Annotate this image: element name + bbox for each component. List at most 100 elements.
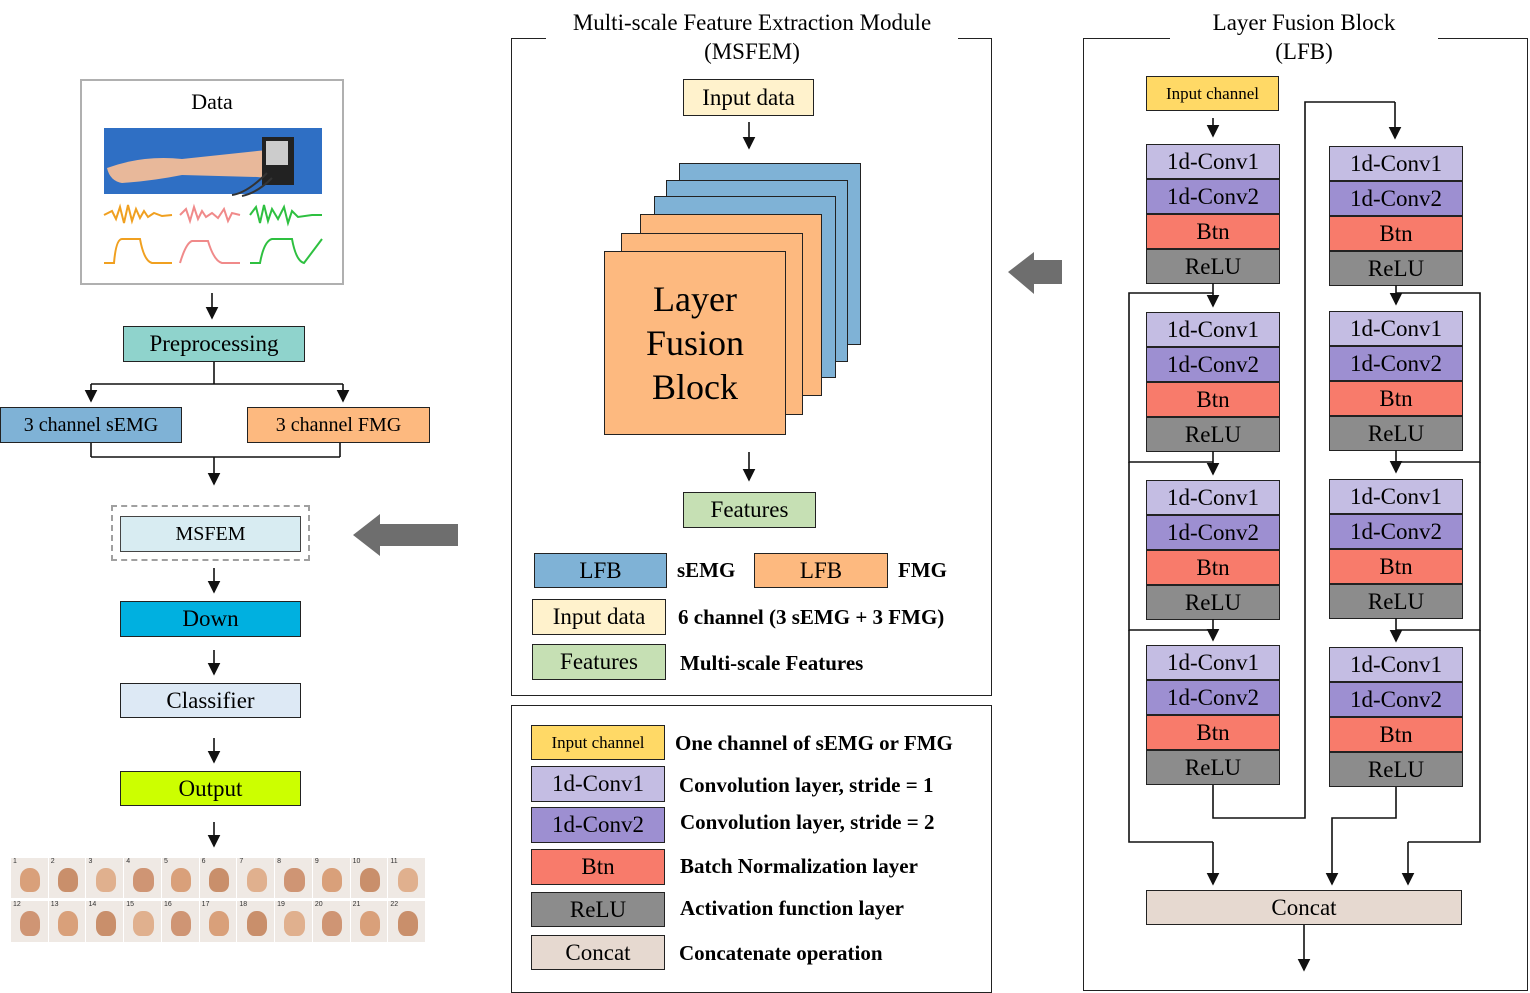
gesture-thumbnail: 2: [48, 858, 86, 898]
legend-conv2-swatch: 1d-Conv2: [531, 807, 665, 843]
legend-fmg-label: FMG: [898, 558, 947, 582]
hand-shape: [20, 868, 41, 892]
lfb-btn-box: Btn: [1329, 717, 1463, 752]
gesture-row-2: 12 13 14 15 16 17 18 19 20 21 22: [11, 901, 426, 942]
hand-shape: [322, 868, 343, 892]
gesture-number: 20: [314, 901, 323, 908]
gray-arrow-left-2: [1008, 252, 1062, 294]
gesture-thumbnail: 13: [48, 901, 86, 942]
lfb-conv1-box: 1d-Conv1: [1146, 480, 1280, 515]
lfb-conv1-box: 1d-Conv1: [1146, 645, 1280, 680]
hand-shape: [208, 911, 230, 936]
gesture-number: 11: [390, 858, 398, 865]
gesture-grid: 1 2 3 4 5 6 7 8 9 10 11 12 13 14 15 16 17 18 19 20 21 22: [11, 858, 426, 942]
gesture-number: 17: [201, 901, 210, 908]
gesture-thumbnail: 15: [124, 901, 161, 942]
hand-shape: [246, 911, 267, 936]
gray-arrow-left-1: [353, 514, 458, 556]
msfem-features-box: Features: [683, 492, 816, 528]
lfb-conv2-box: 1d-Conv2: [1146, 179, 1280, 214]
lfb-conv2-box: 1d-Conv2: [1146, 347, 1280, 382]
hand-shape: [284, 911, 305, 936]
lfb-title: Layer Fusion Block (LFB): [1170, 8, 1438, 66]
legend-conv2-desc: Convolution layer, stride = 2: [680, 810, 935, 834]
gesture-number: 14: [88, 901, 97, 908]
data-title: Data: [191, 89, 233, 114]
gesture-number: 2: [50, 858, 55, 865]
hand-shape: [397, 911, 418, 936]
legend-btn-desc: Batch Normalization layer: [680, 854, 918, 878]
pipeline-connectors: [84, 293, 458, 848]
sensor-chip: [266, 141, 288, 165]
semg-box: 3 channel sEMG: [0, 407, 182, 443]
lfb-conv1-box: 1d-Conv1: [1329, 479, 1463, 514]
gesture-number: 15: [126, 901, 134, 908]
hand-shape: [57, 868, 79, 892]
lfb-relu-box: ReLU: [1329, 416, 1463, 451]
lfb-relu-box: ReLU: [1146, 585, 1280, 620]
gesture-number: 12: [13, 901, 21, 908]
legend-concat-desc: Concatenate operation: [679, 941, 883, 965]
gesture-number: 6: [201, 858, 206, 865]
legend-features-swatch: Features: [532, 644, 666, 680]
preprocessing-box: Preprocessing: [123, 326, 305, 362]
fmg-signal-green: [250, 238, 323, 265]
arm-shape: [107, 150, 287, 183]
lfb-conv2-box: 1d-Conv2: [1329, 181, 1463, 216]
fmg-signal-red: [179, 240, 240, 264]
hand-shape: [397, 868, 418, 892]
gesture-number: 10: [352, 858, 361, 865]
lfb-btn-box: Btn: [1329, 216, 1463, 251]
legend-relu-desc: Activation function layer: [680, 896, 904, 920]
gesture-number: 8: [277, 858, 282, 865]
lfb-conv2-box: 1d-Conv2: [1329, 682, 1463, 717]
gesture-number: 1: [13, 858, 17, 865]
gesture-thumbnail: 10: [350, 858, 388, 898]
legend-relu-swatch: ReLU: [531, 892, 665, 927]
data-figure: [103, 128, 323, 265]
fmg-signal-orange: [104, 238, 172, 264]
hand-shape: [208, 868, 230, 892]
legend-input-swatch: Input data: [532, 599, 666, 635]
gesture-thumbnail: 14: [86, 901, 124, 942]
hand-shape: [171, 911, 192, 936]
lfb-title-line2: (LFB): [1275, 39, 1333, 64]
lfb-conv2-box: 1d-Conv2: [1329, 514, 1463, 549]
output-box: Output: [120, 771, 301, 806]
lfb-relu-box: ReLU: [1146, 249, 1280, 284]
legend-concat-swatch: Concat: [531, 935, 665, 970]
msfem-title: Multi-scale Feature Extraction Module (M…: [546, 8, 958, 66]
gesture-thumbnail: 3: [86, 858, 124, 898]
lfb-conv2-box: 1d-Conv2: [1146, 515, 1280, 550]
lfb-concat-box: Concat: [1146, 890, 1462, 925]
gesture-thumbnail: 19: [275, 901, 312, 942]
lfb-btn-box: Btn: [1146, 550, 1280, 585]
gesture-thumbnail: 9: [312, 858, 350, 898]
legend-semg-label: sEMG: [677, 558, 736, 582]
hand-shape: [20, 911, 41, 936]
gesture-thumbnail: 8: [275, 858, 312, 898]
legend-conv1-swatch: 1d-Conv1: [531, 766, 665, 802]
gesture-number: 4: [126, 858, 131, 865]
hand-shape: [359, 868, 380, 892]
gesture-thumbnail: 12: [11, 901, 48, 942]
data-box: Data: [80, 79, 344, 285]
semg-signal-orange: [103, 203, 173, 225]
legend-lfb-fmg-swatch: LFB: [754, 553, 888, 588]
gesture-row-1: 1 2 3 4 5 6 7 8 9 10 11: [11, 858, 426, 898]
lfb-btn-box: Btn: [1146, 715, 1280, 750]
classifier-box: Classifier: [120, 683, 301, 718]
layer-fusion-block-card: Layer Fusion Block: [604, 251, 786, 435]
gesture-number: 9: [314, 858, 319, 865]
gesture-thumbnail: 21: [350, 901, 388, 942]
gesture-thumbnail: 18: [237, 901, 275, 942]
hand-shape: [171, 868, 192, 892]
lfb-card-line1: Layer: [653, 279, 737, 319]
msfem-input-box: Input data: [683, 79, 814, 116]
legend-lfb-semg-swatch: LFB: [534, 553, 667, 588]
lfb-conv1-box: 1d-Conv1: [1146, 144, 1280, 179]
gesture-thumbnail: 7: [237, 858, 275, 898]
msfem-title-line1: Multi-scale Feature Extraction Module: [572, 10, 932, 35]
lfb-relu-box: ReLU: [1146, 750, 1280, 785]
hand-shape: [133, 868, 154, 892]
